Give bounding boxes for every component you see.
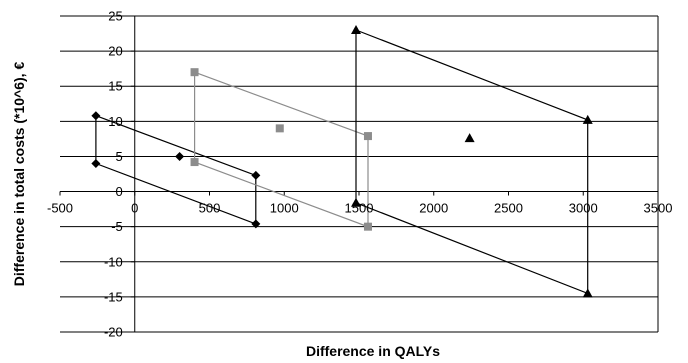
x-tick-label: 3000 <box>569 201 598 216</box>
y-tick-label: 0 <box>116 184 123 199</box>
y-tick-label: -10 <box>104 254 123 269</box>
square-marker <box>275 124 284 133</box>
y-tick-label: 5 <box>116 149 123 164</box>
square-marker <box>363 222 372 231</box>
diamond-marker <box>91 111 101 121</box>
triangle-marker <box>464 133 475 143</box>
triangle-marker <box>351 197 362 207</box>
y-tick-label: 10 <box>108 114 122 129</box>
x-tick-label: 1500 <box>345 201 374 216</box>
x-tick-label: 0 <box>131 201 138 216</box>
diamond-marker <box>251 170 261 180</box>
square-marker <box>363 132 372 141</box>
triangle-marker <box>351 25 362 35</box>
x-axis-title: Difference in QALYs <box>306 343 440 359</box>
axes <box>59 15 659 333</box>
y-tick-label: -15 <box>104 289 123 304</box>
triangle-marker <box>582 114 593 124</box>
square-marker <box>190 158 199 167</box>
diamond-marker <box>251 219 261 229</box>
y-tick-label: -20 <box>104 325 123 340</box>
square-marker <box>190 68 199 77</box>
y-tick-label: -5 <box>111 219 123 234</box>
y-tick-label: 15 <box>108 79 122 94</box>
x-tick-label: 3500 <box>644 201 673 216</box>
x-tick-label: -500 <box>47 201 73 216</box>
y-axis-title: Difference in total costs (*10^6), € <box>11 62 27 287</box>
triangle-marker <box>582 288 593 298</box>
series-markers <box>91 25 593 298</box>
diamond-marker <box>175 151 185 161</box>
y-tick-label: 25 <box>108 9 122 24</box>
y-tick-label: 20 <box>108 44 122 59</box>
x-tick-label: 2500 <box>494 201 523 216</box>
diamond-marker <box>91 158 101 168</box>
plot-background <box>60 16 658 332</box>
x-tick-label: 1000 <box>270 201 299 216</box>
tick-labels: -500 0 500 1000 1500 2000 2500 3000 3500 -20 -15 -1… <box>47 9 672 340</box>
x-tick-label: 500 <box>199 201 221 216</box>
x-tick-label: 2000 <box>419 201 448 216</box>
